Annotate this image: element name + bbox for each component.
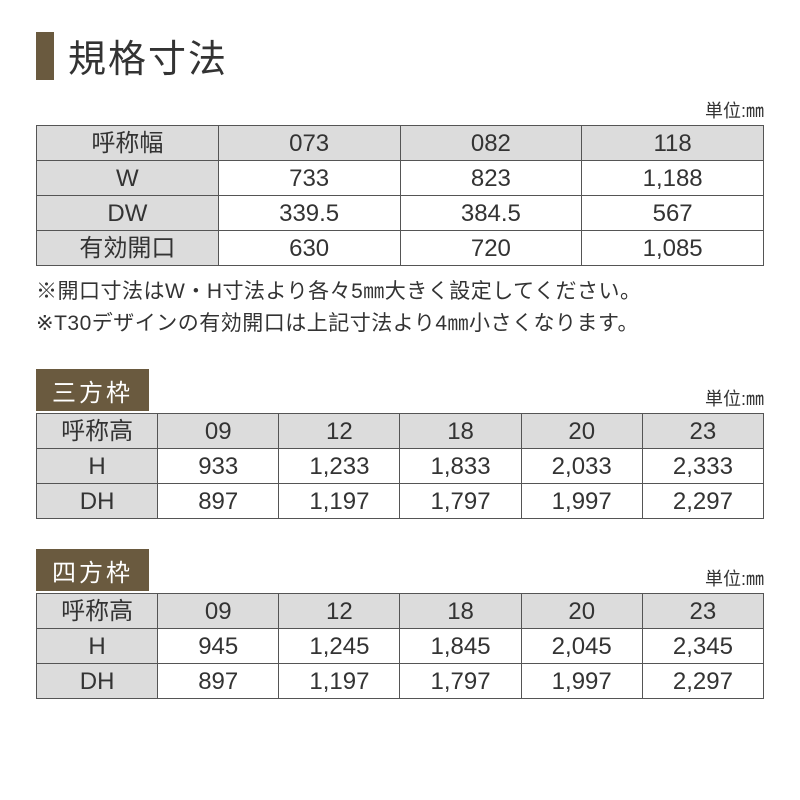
col-header: 呼称高 bbox=[37, 414, 158, 449]
note-line: ※開口寸法はW・H寸法より各々5㎜大きく設定してください。 bbox=[36, 276, 764, 308]
row-label: DH bbox=[37, 664, 158, 699]
col-header: 20 bbox=[521, 414, 642, 449]
row-label: 有効開口 bbox=[37, 231, 219, 266]
cell: 339.5 bbox=[218, 196, 400, 231]
cell: 1,233 bbox=[279, 449, 400, 484]
spec-table-shiho: 呼称高 09 12 18 20 23 H 945 1,245 1,845 2,0… bbox=[36, 593, 764, 699]
row-label: H bbox=[37, 629, 158, 664]
col-header: 呼称幅 bbox=[37, 126, 219, 161]
col-header: 18 bbox=[400, 594, 521, 629]
col-header: 23 bbox=[642, 414, 763, 449]
cell: 2,297 bbox=[642, 484, 763, 519]
col-header: 20 bbox=[521, 594, 642, 629]
table-header-row: 呼称高 09 12 18 20 23 bbox=[37, 594, 764, 629]
unit-label-1: 単位:㎜ bbox=[36, 97, 764, 123]
title-row: 規格寸法 bbox=[36, 28, 764, 83]
col-header: 23 bbox=[642, 594, 763, 629]
col-header: 12 bbox=[279, 594, 400, 629]
table-header-row: 呼称幅 073 082 118 bbox=[37, 126, 764, 161]
cell: 2,045 bbox=[521, 629, 642, 664]
spec-table-width: 呼称幅 073 082 118 W 733 823 1,188 DW 339.5… bbox=[36, 125, 764, 266]
cell: 1,833 bbox=[400, 449, 521, 484]
section-header-row: 四方枠 単位:㎜ bbox=[36, 549, 764, 591]
cell: 1,997 bbox=[521, 484, 642, 519]
section-sanpo: 三方枠 単位:㎜ 呼称高 09 12 18 20 23 H 933 1,233 … bbox=[36, 369, 764, 519]
unit-label-3: 単位:㎜ bbox=[705, 565, 764, 591]
col-header: 18 bbox=[400, 414, 521, 449]
page-title: 規格寸法 bbox=[68, 28, 228, 83]
unit-label-2: 単位:㎜ bbox=[705, 385, 764, 411]
cell: 1,845 bbox=[400, 629, 521, 664]
col-header: 073 bbox=[218, 126, 400, 161]
cell: 2,345 bbox=[642, 629, 763, 664]
table-row: 有効開口 630 720 1,085 bbox=[37, 231, 764, 266]
col-header: 082 bbox=[400, 126, 582, 161]
row-label: H bbox=[37, 449, 158, 484]
cell: 823 bbox=[400, 161, 582, 196]
row-label: DH bbox=[37, 484, 158, 519]
cell: 897 bbox=[158, 664, 279, 699]
title-accent-bar bbox=[36, 32, 54, 80]
table-row: H 933 1,233 1,833 2,033 2,333 bbox=[37, 449, 764, 484]
cell: 567 bbox=[582, 196, 764, 231]
col-header: 09 bbox=[158, 594, 279, 629]
cell: 733 bbox=[218, 161, 400, 196]
cell: 1,197 bbox=[279, 484, 400, 519]
note-line: ※T30デザインの有効開口は上記寸法より4㎜小さくなります。 bbox=[36, 308, 764, 340]
table-row: DW 339.5 384.5 567 bbox=[37, 196, 764, 231]
col-header: 12 bbox=[279, 414, 400, 449]
row-label: DW bbox=[37, 196, 219, 231]
row-label: W bbox=[37, 161, 219, 196]
cell: 720 bbox=[400, 231, 582, 266]
cell: 1,085 bbox=[582, 231, 764, 266]
cell: 1,997 bbox=[521, 664, 642, 699]
cell: 2,033 bbox=[521, 449, 642, 484]
cell: 1,188 bbox=[582, 161, 764, 196]
table-row: DH 897 1,197 1,797 1,997 2,297 bbox=[37, 664, 764, 699]
cell: 897 bbox=[158, 484, 279, 519]
cell: 1,197 bbox=[279, 664, 400, 699]
cell: 933 bbox=[158, 449, 279, 484]
table-row: DH 897 1,197 1,797 1,997 2,297 bbox=[37, 484, 764, 519]
table-header-row: 呼称高 09 12 18 20 23 bbox=[37, 414, 764, 449]
notes-block: ※開口寸法はW・H寸法より各々5㎜大きく設定してください。 ※T30デザインの有… bbox=[36, 276, 764, 339]
cell: 1,245 bbox=[279, 629, 400, 664]
cell: 630 bbox=[218, 231, 400, 266]
cell: 1,797 bbox=[400, 484, 521, 519]
spec-table-sanpo: 呼称高 09 12 18 20 23 H 933 1,233 1,833 2,0… bbox=[36, 413, 764, 519]
cell: 2,333 bbox=[642, 449, 763, 484]
section-shiho: 四方枠 単位:㎜ 呼称高 09 12 18 20 23 H 945 1,245 … bbox=[36, 549, 764, 699]
section-chip: 四方枠 bbox=[36, 549, 149, 591]
page: 規格寸法 単位:㎜ 呼称幅 073 082 118 W 733 823 1,18… bbox=[0, 0, 800, 699]
col-header: 呼称高 bbox=[37, 594, 158, 629]
cell: 1,797 bbox=[400, 664, 521, 699]
table-row: W 733 823 1,188 bbox=[37, 161, 764, 196]
cell: 384.5 bbox=[400, 196, 582, 231]
cell: 2,297 bbox=[642, 664, 763, 699]
section-chip: 三方枠 bbox=[36, 369, 149, 411]
col-header: 118 bbox=[582, 126, 764, 161]
col-header: 09 bbox=[158, 414, 279, 449]
cell: 945 bbox=[158, 629, 279, 664]
table-row: H 945 1,245 1,845 2,045 2,345 bbox=[37, 629, 764, 664]
section-header-row: 三方枠 単位:㎜ bbox=[36, 369, 764, 411]
